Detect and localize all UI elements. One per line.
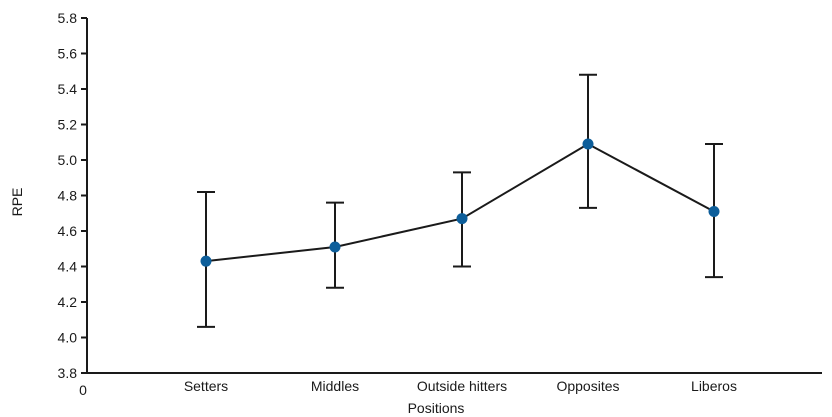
x-tick-label: Middles [311, 378, 359, 394]
y-tick-label: 5.0 [58, 152, 78, 168]
data-point [456, 213, 468, 225]
data-point [329, 241, 341, 253]
x-axis-title: Positions [408, 400, 465, 416]
y-axis-title: RPE [9, 188, 25, 217]
y-tick-label: 4.0 [58, 330, 78, 346]
y-tick-label: 5.6 [58, 46, 78, 62]
x-axis: 0 Setters Middles Outside hitters Opposites L… [79, 372, 822, 398]
y-tick-label: 4.6 [58, 223, 78, 239]
x-tick-label: Opposites [556, 378, 619, 394]
data-point [582, 138, 594, 150]
y-tick-label: 5.4 [58, 81, 78, 97]
series-line [205, 142, 715, 263]
y-tick-label: 4.4 [58, 259, 78, 275]
x-tick-label: Liberos [691, 378, 737, 394]
y-tick-label: 5.2 [58, 117, 78, 133]
y-tick-label: 3.8 [58, 365, 78, 381]
y-tick-label: 4.8 [58, 188, 78, 204]
x-origin-label: 0 [79, 382, 87, 398]
series [197, 73, 723, 328]
y-tick-label: 4.2 [58, 294, 78, 310]
data-point [200, 255, 212, 267]
x-tick-label: Outside hitters [417, 378, 507, 394]
y-axis: 3.8 4.0 4.2 4.4 4.6 4.8 5.0 5.2 5.4 5.6 5.8 [58, 10, 88, 381]
x-tick-label: Setters [184, 378, 228, 394]
y-tick-label: 5.8 [58, 10, 78, 26]
data-point [708, 205, 720, 217]
